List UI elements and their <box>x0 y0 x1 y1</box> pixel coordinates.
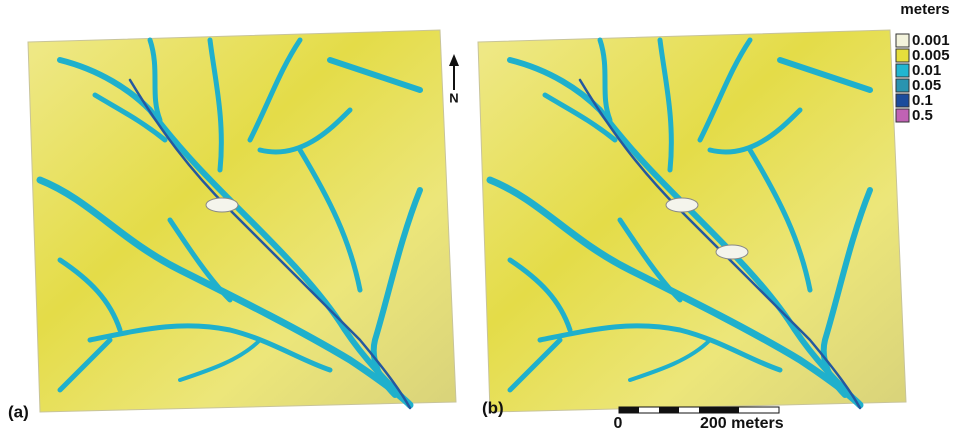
scale-label: 0 <box>614 415 623 432</box>
legend-swatch <box>896 94 909 107</box>
figure: (a) (b) N meters 0.0010.0050.010.050.10.… <box>0 0 970 434</box>
map-panel-b: (b) <box>478 30 906 417</box>
scale-bar-segment <box>659 407 679 413</box>
map-panel-a: (a) <box>8 30 456 421</box>
scale-bar-segment <box>619 407 639 413</box>
pond <box>206 198 238 212</box>
legend-swatch <box>896 34 909 47</box>
legend-title: meters <box>900 1 949 18</box>
north-arrow: N <box>449 54 459 105</box>
legend-label: 0.5 <box>912 107 933 124</box>
legend-swatch <box>896 109 909 122</box>
pond <box>716 245 748 259</box>
panel-label: (b) <box>482 398 504 417</box>
panel-label: (a) <box>8 402 29 421</box>
scale-label: 200 meters <box>700 415 784 432</box>
pond <box>666 198 698 212</box>
legend-swatch <box>896 79 909 92</box>
arrow-head <box>449 54 459 66</box>
north-label: N <box>449 90 458 105</box>
scale-bar: 0 200 meters <box>614 407 784 432</box>
legend-swatch <box>896 49 909 62</box>
legend-swatch <box>896 64 909 77</box>
scale-bar-segment <box>699 407 739 413</box>
